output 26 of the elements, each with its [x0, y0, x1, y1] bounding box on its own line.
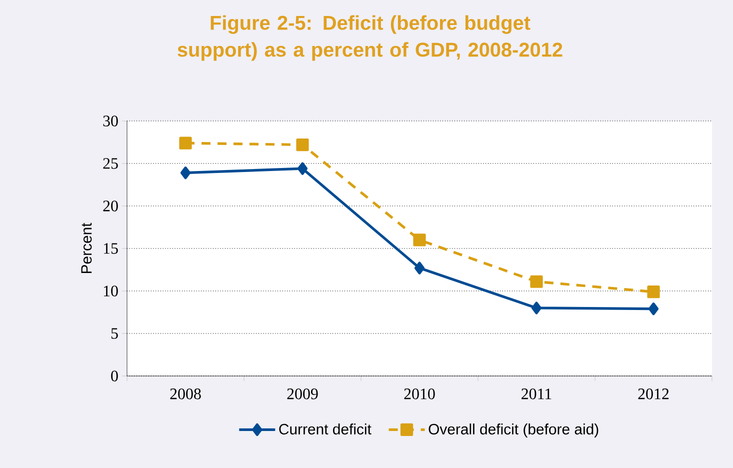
y-tick-label: 15	[104, 243, 118, 254]
y-tick-label: 25	[103, 158, 118, 169]
y-tick-label: 10	[104, 286, 118, 296]
y-tick-label: 5	[111, 328, 118, 339]
chart-title: Figure 2-5: Deficit (before budget support) as a percent of GDP, 2008-2012	[178, 15, 562, 61]
point	[647, 286, 660, 298]
point	[297, 162, 308, 175]
point	[648, 302, 659, 316]
x-tick-label: 2008	[170, 388, 201, 400]
point	[296, 138, 309, 152]
y-axis-title: Percent	[81, 222, 92, 274]
x-tick-label: 2012	[638, 388, 669, 400]
point	[414, 262, 425, 274]
x-tick-label: 2011	[522, 388, 552, 400]
x-tick-label: 2009	[287, 388, 318, 400]
legend-label: Current deficit	[279, 424, 372, 434]
point	[530, 275, 543, 288]
point	[531, 302, 542, 314]
y-tick-label: 0	[111, 370, 118, 382]
point	[180, 166, 191, 180]
y-tick-label: 20	[103, 200, 118, 212]
legend-label: Overall deficit (before aid)	[428, 424, 598, 438]
y-tick-label: 30	[103, 116, 118, 126]
x-tick-label: 2010	[404, 388, 435, 400]
point	[179, 136, 192, 150]
point	[413, 234, 426, 246]
